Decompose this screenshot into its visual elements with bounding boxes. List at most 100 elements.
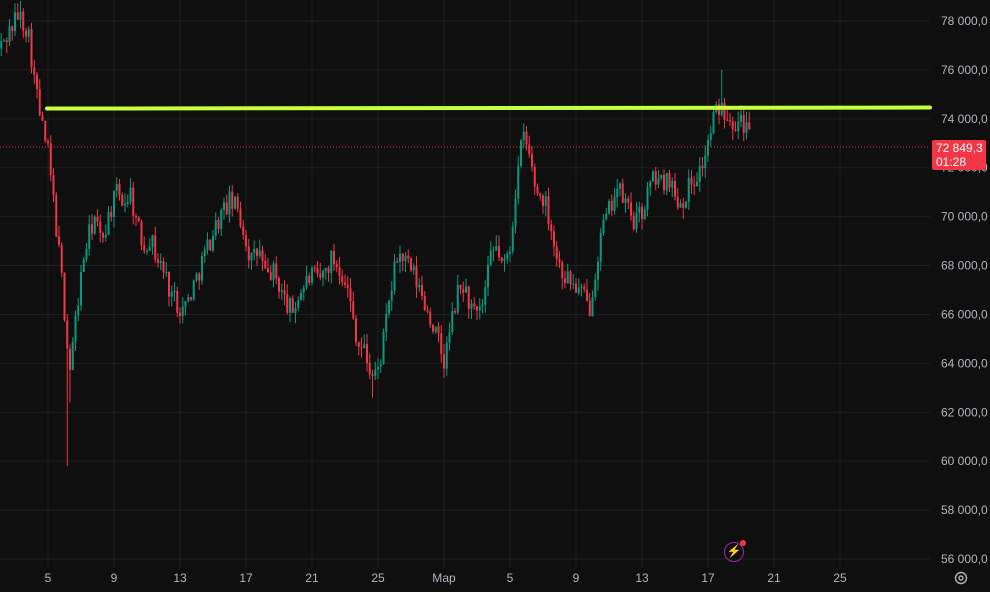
candle-body (652, 171, 654, 182)
candle-body (407, 255, 410, 259)
candle-body (654, 171, 657, 185)
candle-body (256, 248, 258, 256)
lightning-icon[interactable]: ⚡ (724, 540, 746, 562)
candle-body (154, 235, 157, 260)
candle-body (511, 226, 514, 252)
candle-body (88, 224, 91, 249)
candle-body (297, 300, 300, 308)
candle-body (476, 306, 478, 311)
candle-body (360, 346, 363, 349)
candle-body (355, 318, 357, 343)
candle-body (509, 251, 511, 254)
candle-body (346, 284, 349, 289)
x-tick-label: 21 (767, 571, 781, 585)
candle-body (685, 201, 687, 208)
candle-body (569, 271, 572, 285)
y-axis: 78 000,076 000,074 000,072 000,070 000,0… (941, 14, 988, 566)
candle-body (198, 273, 201, 281)
candle-body (338, 267, 341, 276)
candle-body (445, 342, 448, 369)
candle-body (440, 333, 443, 355)
candle-body (418, 285, 421, 288)
candle-body (533, 166, 536, 187)
candle-body (506, 253, 509, 259)
candle-body (225, 202, 228, 215)
x-tick-label: 21 (305, 571, 319, 585)
candle-body (495, 246, 498, 251)
last-price-badge: 72 849,3 01:28 (932, 140, 986, 170)
candle-body (679, 203, 682, 208)
candle-body (214, 219, 217, 236)
candle-body (69, 348, 71, 371)
candle-body (399, 253, 401, 262)
candle-body (682, 203, 685, 208)
candle-body (621, 183, 624, 203)
candle-body (478, 306, 481, 311)
candle-body (267, 268, 269, 273)
candle-body (665, 173, 668, 191)
x-tick-label: 5 (507, 571, 514, 585)
candle-body (313, 267, 316, 269)
candle-body (401, 253, 404, 262)
candle-body (412, 266, 415, 271)
candle-body (66, 320, 69, 349)
candle-body (437, 326, 440, 334)
candle-body (599, 232, 602, 262)
candle-body (99, 221, 102, 233)
candle-body (275, 263, 278, 279)
candle-body (454, 311, 456, 313)
candle-body (247, 246, 250, 261)
candle-body (693, 184, 696, 187)
candle-body (649, 181, 652, 188)
candle-body (608, 201, 610, 214)
candle-body (19, 11, 22, 20)
candle-body (624, 198, 627, 203)
candle-body (173, 291, 176, 293)
candle-body (432, 324, 434, 332)
overlay-layer (0, 105, 932, 148)
candle-body (701, 165, 704, 169)
candle-body (71, 341, 74, 371)
candle-body (539, 193, 542, 196)
candle-body (588, 300, 591, 317)
candle-body (104, 234, 107, 238)
candle-body (110, 211, 113, 217)
y-tick-label: 60 000,0 (941, 454, 988, 468)
candle-body (671, 180, 674, 188)
candle-body (242, 226, 245, 235)
x-tick-label: 17 (701, 571, 715, 585)
candle-body (220, 209, 223, 229)
y-tick-label: 64 000,0 (941, 356, 988, 370)
candle-body (239, 208, 242, 227)
candle-body (726, 119, 729, 121)
candle-body (729, 119, 731, 122)
candle-body (613, 197, 616, 211)
candle-body (616, 188, 619, 198)
candle-body (102, 232, 104, 238)
candle-body (143, 245, 146, 251)
candle-body (410, 258, 412, 271)
candle-body (586, 289, 588, 301)
candle-body (500, 257, 503, 262)
candle-body (305, 275, 308, 288)
candle-body (467, 286, 470, 309)
candle-body (377, 366, 379, 370)
candle-body (8, 26, 11, 43)
settings-gear-icon[interactable] (953, 570, 969, 586)
x-tick-label: 17 (239, 571, 253, 585)
candle-body (93, 216, 96, 234)
candle-body (742, 115, 745, 133)
candle-body (140, 221, 143, 246)
candle-body (33, 67, 36, 75)
y-tick-label: 66 000,0 (941, 307, 988, 321)
candle-body (550, 224, 553, 232)
candle-body (465, 286, 467, 293)
candle-body (91, 224, 93, 234)
candle-body (531, 153, 533, 167)
x-tick-label: 13 (173, 571, 187, 585)
candle-body (434, 326, 437, 332)
candle-body (190, 297, 192, 300)
candle-body (16, 12, 19, 20)
